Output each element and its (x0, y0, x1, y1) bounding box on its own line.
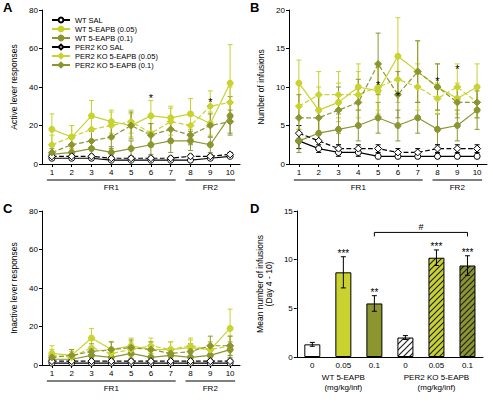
svg-text:0: 0 (34, 160, 39, 169)
svg-text:Inactive lever responses: Inactive lever responses (9, 242, 19, 334)
svg-text:3: 3 (89, 369, 94, 378)
svg-text:7: 7 (168, 369, 173, 378)
svg-text:10: 10 (473, 168, 482, 177)
svg-text:*: * (376, 79, 381, 91)
svg-text:A: A (3, 0, 13, 15)
svg-text:FR1: FR1 (104, 384, 120, 393)
svg-text:80: 80 (29, 6, 38, 15)
svg-text:80: 80 (29, 207, 38, 216)
svg-text:60: 60 (29, 245, 38, 254)
svg-text:D: D (250, 201, 259, 216)
svg-text:(mg/kg/inf): (mg/kg/inf) (324, 383, 362, 392)
svg-text:15: 15 (276, 44, 285, 53)
svg-text:#: # (418, 222, 423, 232)
svg-text:***: *** (431, 241, 443, 252)
svg-text:20: 20 (276, 6, 285, 15)
svg-text:5: 5 (376, 168, 381, 177)
svg-text:FR1: FR1 (104, 183, 120, 192)
svg-text:10: 10 (226, 168, 235, 177)
svg-text:4: 4 (109, 369, 114, 378)
svg-text:8: 8 (188, 369, 193, 378)
svg-text:4: 4 (109, 168, 114, 177)
svg-text:*: * (455, 63, 460, 75)
svg-text:20: 20 (29, 322, 38, 331)
svg-text:0: 0 (281, 160, 286, 169)
svg-text:1: 1 (297, 168, 302, 177)
svg-text:8: 8 (435, 168, 440, 177)
svg-text:7: 7 (168, 168, 173, 177)
svg-text:40: 40 (29, 83, 38, 92)
svg-text:Number of infusions: Number of infusions (256, 49, 266, 125)
svg-text:40: 40 (29, 284, 38, 293)
svg-text:10: 10 (284, 255, 293, 264)
svg-text:Active lever responses: Active lever responses (9, 44, 19, 130)
svg-text:0: 0 (288, 353, 293, 362)
svg-text:FR1: FR1 (351, 183, 367, 192)
svg-text:1: 1 (50, 168, 55, 177)
svg-text:0.05: 0.05 (336, 361, 352, 370)
svg-text:PER2 KO 5-EAPB: PER2 KO 5-EAPB (404, 373, 469, 382)
svg-text:FR2: FR2 (450, 183, 466, 192)
svg-text:9: 9 (208, 369, 213, 378)
svg-text:WT 5-EAPB (0.05): WT 5-EAPB (0.05) (75, 25, 137, 34)
svg-text:0: 0 (403, 361, 408, 370)
svg-text:PER2 KO 5-EAPB (0.1): PER2 KO 5-EAPB (0.1) (75, 61, 154, 70)
svg-text:5: 5 (129, 168, 134, 177)
svg-text:5: 5 (281, 121, 286, 130)
svg-text:FR2: FR2 (203, 384, 219, 393)
svg-text:6: 6 (149, 168, 154, 177)
svg-text:7: 7 (415, 168, 420, 177)
svg-text:15: 15 (284, 207, 293, 216)
svg-text:**: ** (370, 287, 378, 298)
svg-text:0: 0 (34, 361, 39, 370)
svg-text:9: 9 (455, 168, 460, 177)
svg-text:***: *** (338, 248, 350, 259)
svg-text:0.1: 0.1 (369, 361, 381, 370)
svg-text:8: 8 (188, 168, 193, 177)
svg-text:WT 5-EAPB (0.1): WT 5-EAPB (0.1) (75, 34, 133, 43)
svg-text:WT 5-EAPB: WT 5-EAPB (322, 373, 365, 382)
svg-text:*: * (149, 92, 154, 104)
svg-text:1: 1 (50, 369, 55, 378)
svg-text:*: * (396, 90, 401, 102)
svg-text:(mg/kg/inf): (mg/kg/inf) (418, 383, 456, 392)
svg-text:C: C (3, 201, 13, 216)
svg-text:3: 3 (89, 168, 94, 177)
svg-text:FR2: FR2 (203, 183, 219, 192)
svg-text:2: 2 (69, 168, 74, 177)
svg-text:0.1: 0.1 (462, 361, 474, 370)
svg-text:4: 4 (356, 168, 361, 177)
svg-text:5: 5 (129, 369, 134, 378)
svg-text:3: 3 (336, 168, 341, 177)
svg-text:0: 0 (310, 361, 315, 370)
svg-text:6: 6 (149, 369, 154, 378)
svg-text:PER2 KO 5-EAPB (0.05): PER2 KO 5-EAPB (0.05) (75, 52, 158, 61)
svg-text:***: *** (462, 247, 474, 258)
svg-text:WT SAL: WT SAL (75, 16, 103, 25)
svg-text:2: 2 (316, 168, 321, 177)
svg-text:6: 6 (396, 168, 401, 177)
svg-text:B: B (250, 0, 259, 15)
svg-text:*: * (435, 75, 440, 87)
svg-text:20: 20 (29, 121, 38, 130)
svg-text:Mean number of infusions: Mean number of infusions (254, 235, 265, 333)
svg-text:0.05: 0.05 (429, 361, 445, 370)
svg-text:PER2 KO SAL: PER2 KO SAL (75, 43, 124, 52)
svg-text:10: 10 (226, 369, 235, 378)
svg-text:60: 60 (29, 44, 38, 53)
svg-text:5: 5 (288, 304, 293, 313)
svg-text:(Day 4 - 10): (Day 4 - 10) (264, 261, 274, 306)
svg-text:2: 2 (69, 369, 74, 378)
svg-text:*: * (208, 96, 213, 108)
svg-text:9: 9 (208, 168, 213, 177)
svg-text:10: 10 (276, 83, 285, 92)
